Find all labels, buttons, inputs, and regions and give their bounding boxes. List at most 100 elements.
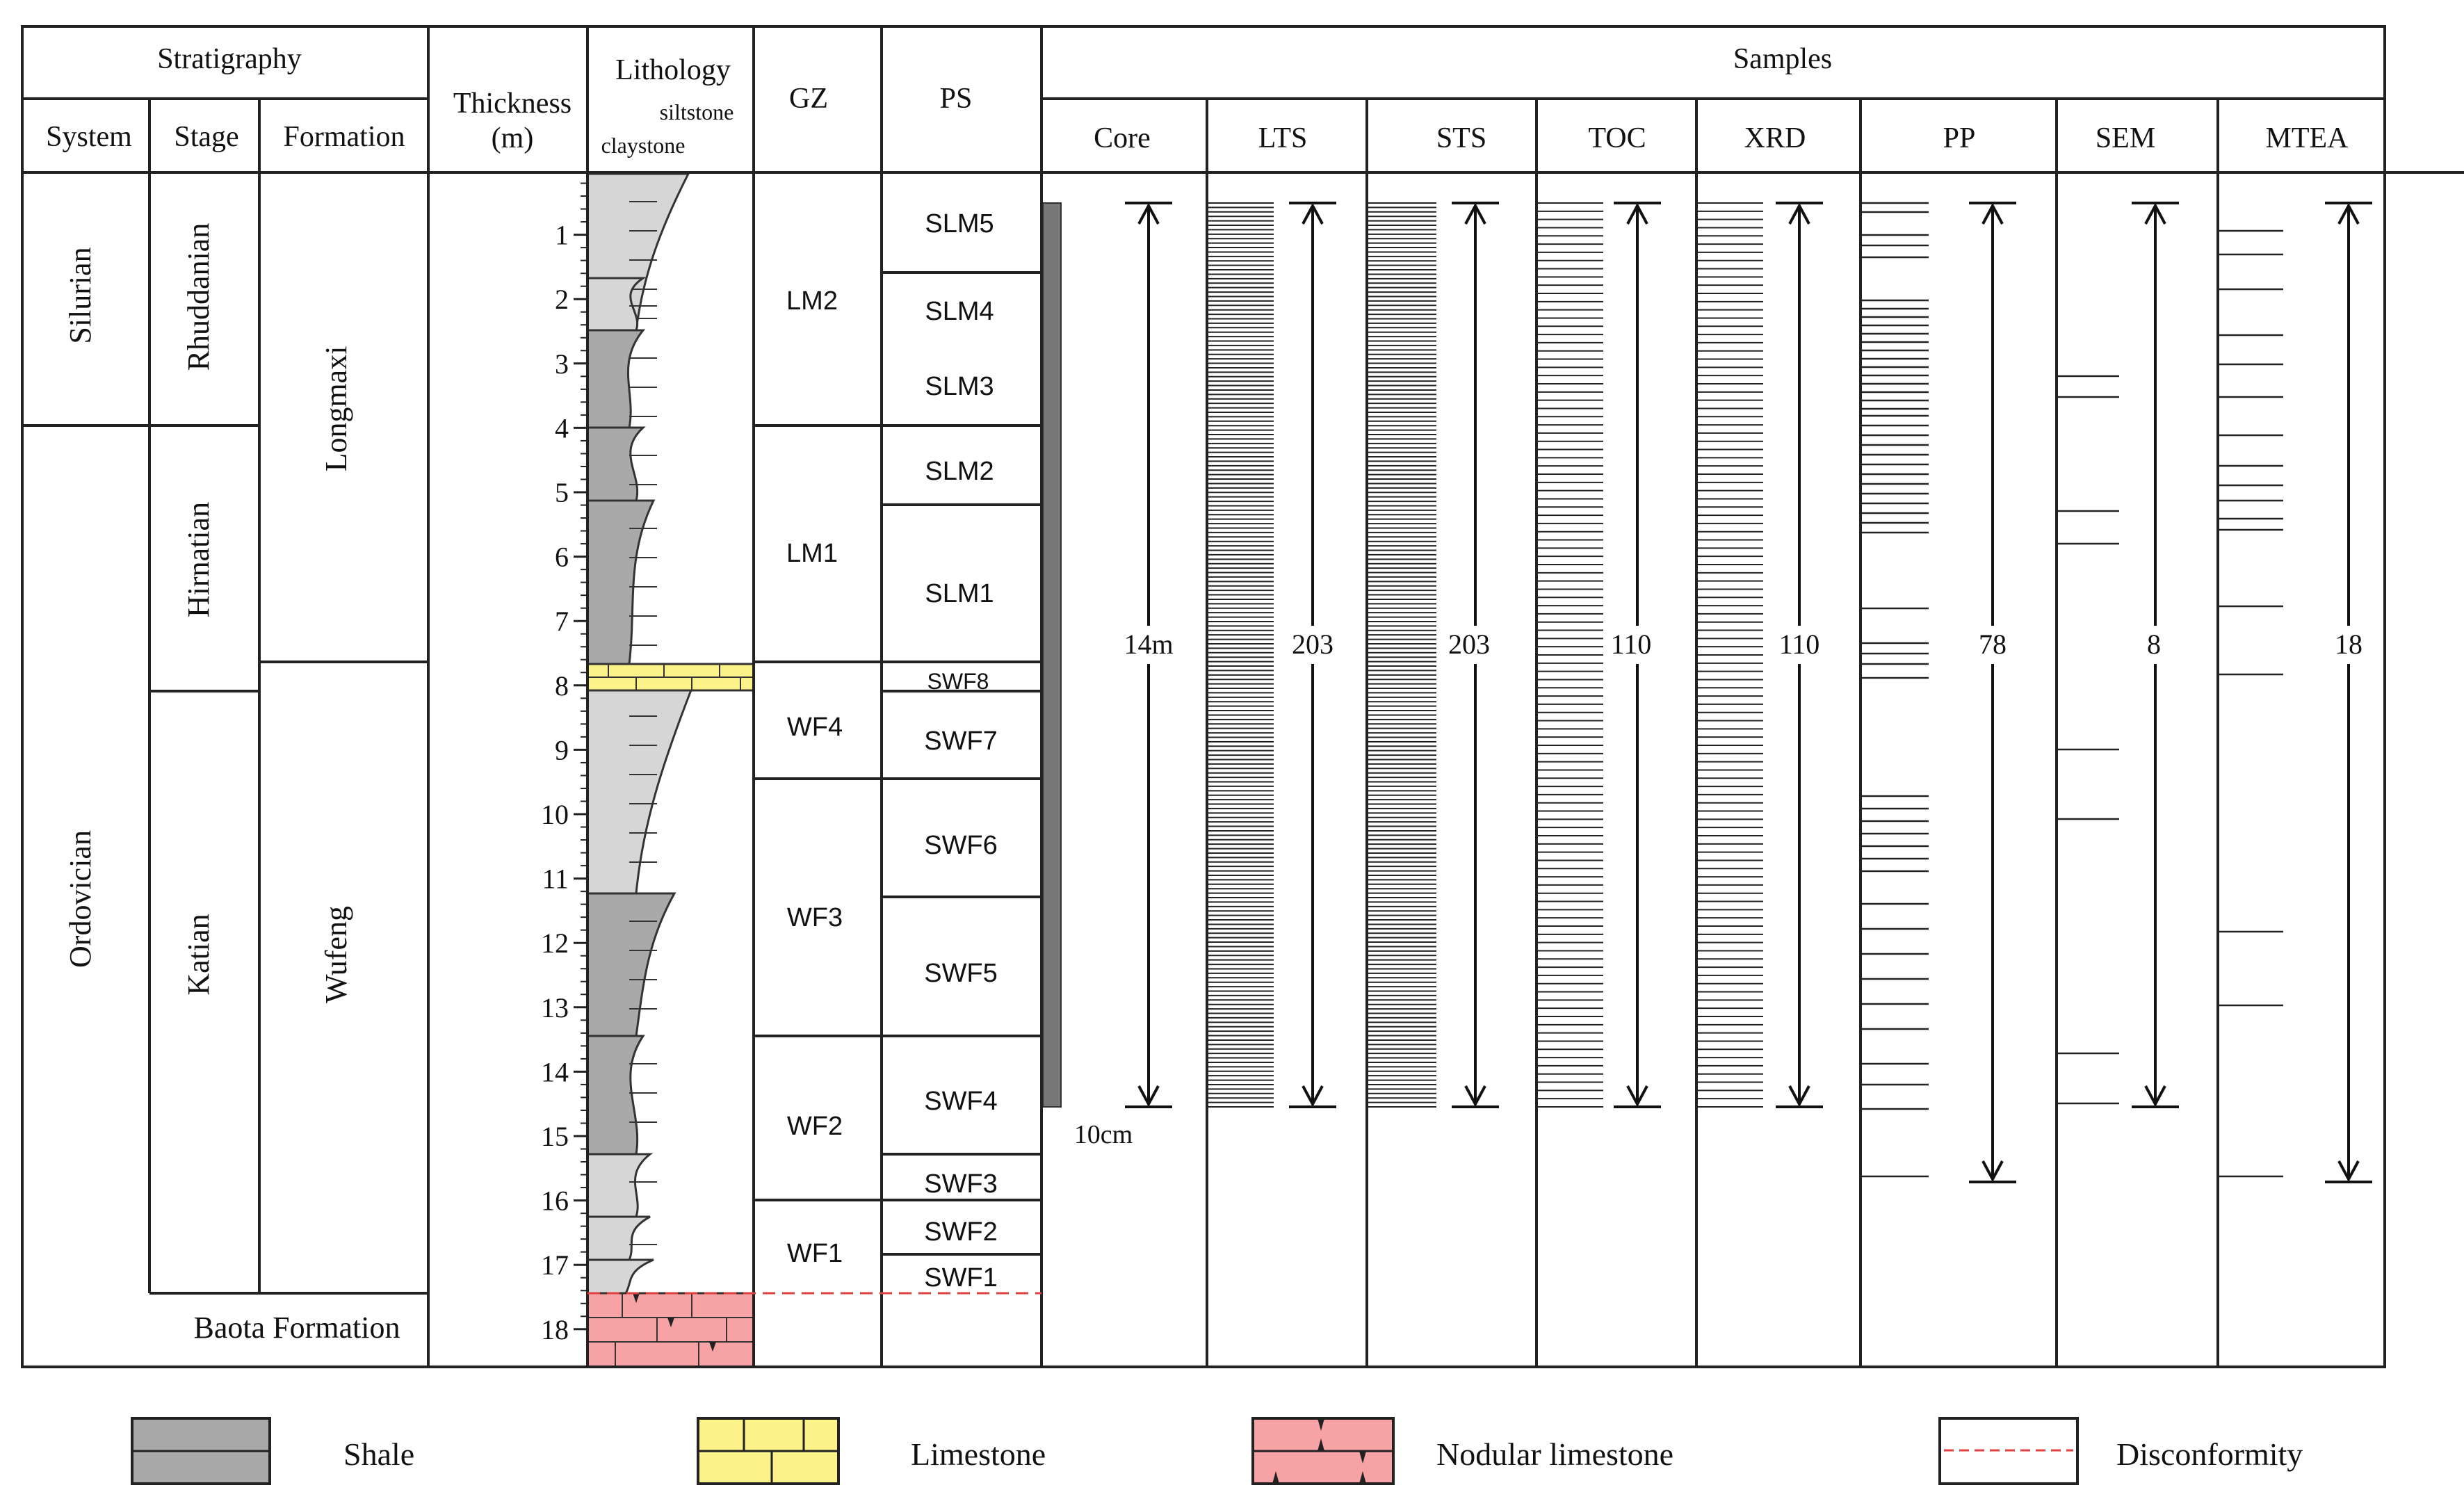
core-spacing-label: 10cm: [1074, 1120, 1133, 1149]
depth-tick-label: 4: [555, 412, 569, 444]
stage-katian: Katian: [181, 914, 216, 995]
depth-tick-label: 9: [555, 734, 569, 765]
header-stratigraphy: Stratigraphy: [157, 43, 302, 75]
shale-unit: [586, 1215, 651, 1261]
system-silurian: Silurian: [63, 247, 97, 343]
nodule-mark: [667, 1318, 674, 1327]
gz-lm1: LM1: [786, 539, 838, 568]
sample-header-lts: LTS: [1258, 122, 1308, 154]
shale-unit: [586, 329, 646, 429]
sem-arrow-head-up: [2144, 202, 2166, 225]
ps-swf7: SWF7: [924, 727, 998, 756]
depth-tick-label: 15: [541, 1121, 569, 1152]
shale-unit: [586, 892, 676, 1037]
core-arrow-head-down: [1137, 1085, 1160, 1108]
legend-shale-label: Shale: [343, 1436, 414, 1472]
core-arrow-head-up: [1137, 202, 1160, 225]
pp-arrow-head-down: [1981, 1160, 2004, 1183]
gz-wf2: WF2: [787, 1112, 843, 1141]
depth-tick-label: 10: [541, 799, 569, 830]
ps-slm2: SLM2: [925, 457, 994, 486]
mtea-count-label: 18: [2335, 629, 2362, 660]
shale-unit: [586, 687, 694, 895]
sample-header-xrd: XRD: [1744, 122, 1806, 154]
nodule-mark: [633, 1293, 640, 1303]
sts-count-label: 203: [1448, 629, 1490, 660]
lts-arrow-head-down: [1302, 1085, 1324, 1108]
formation-baota: Baota Formation: [194, 1311, 400, 1345]
nodular-limestone-unit: [586, 1292, 755, 1368]
ps-swf3: SWF3: [924, 1169, 998, 1199]
ps-swf6: SWF6: [924, 831, 998, 860]
ps-swf2: SWF2: [924, 1217, 998, 1247]
legend: Shale Limestone Nodular limestone Discon…: [131, 1417, 2303, 1485]
formation-wufeng: Wufeng: [319, 906, 353, 1003]
sem-count-label: 8: [2147, 629, 2161, 660]
stage-hirnatian: Hirnatian: [181, 502, 216, 617]
legend-nodular-limestone-label: Nodular limestone: [1436, 1436, 1673, 1472]
shale-unit: [586, 499, 656, 665]
shale-unit: [586, 426, 646, 502]
depth-tick-label: 11: [542, 864, 569, 895]
header-claystone: claystone: [601, 133, 686, 158]
legend-shale-swatch: [131, 1417, 271, 1485]
depth-tick-label: 12: [541, 927, 569, 959]
shale-unit: [586, 1153, 654, 1218]
sample-header-mtea: MTEA: [2266, 122, 2349, 154]
shale-unit: [586, 1035, 645, 1156]
toc-count-label: 110: [1611, 629, 1652, 660]
header-lithology: Lithology: [615, 54, 731, 86]
header-thickness-unit: (m): [492, 122, 534, 154]
header-gz: GZ: [789, 83, 828, 115]
toc-arrow-head-up: [1626, 202, 1648, 225]
nodule-mark: [709, 1342, 716, 1352]
gz-wf1: WF1: [787, 1239, 843, 1268]
lts-arrow-head-up: [1302, 202, 1324, 225]
legend-nodular-limestone-swatch: [1251, 1417, 1395, 1485]
depth-tick-label: 18: [541, 1314, 569, 1345]
legend-disconformity-label: Disconformity: [2116, 1436, 2303, 1472]
core-count-label: 14m: [1124, 629, 1173, 660]
system-ordovician: Ordovician: [63, 830, 97, 968]
ps-slm1: SLM1: [925, 579, 994, 608]
sample-header-core: Core: [1094, 122, 1151, 154]
sample-header-toc: TOC: [1588, 122, 1646, 154]
sample-header-pp: PP: [1943, 122, 1976, 154]
header-siltstone: siltstone: [660, 99, 734, 124]
pp-count-label: 78: [1979, 629, 2007, 660]
xrd-arrow-head-up: [1788, 202, 1810, 225]
ps-swf5: SWF5: [924, 959, 998, 988]
depth-tick-label: 7: [555, 606, 569, 637]
sample-header-sts: STS: [1436, 122, 1486, 154]
depth-tick-label: 5: [555, 477, 569, 508]
ps-slm4: SLM4: [925, 297, 994, 326]
sample-header-sem: SEM: [2096, 122, 2155, 154]
depth-tick-label: 6: [555, 542, 569, 573]
depth-tick-label: 8: [555, 670, 569, 702]
core-interval-bar: [1042, 202, 1062, 1108]
gz-wf3: WF3: [787, 903, 843, 932]
header-thickness: Thickness: [453, 88, 572, 120]
formation-longmaxi: Longmaxi: [319, 346, 353, 472]
sem-arrow-head-down: [2144, 1085, 2166, 1108]
header-ps: PS: [940, 83, 973, 115]
sample-marks: [1042, 202, 2372, 1183]
gz-wf4: WF4: [787, 713, 843, 742]
xrd-count-label: 110: [1779, 629, 1820, 660]
depth-tick-label: 13: [541, 992, 569, 1023]
gz-lm2: LM2: [786, 286, 838, 316]
mtea-arrow-head-up: [2337, 202, 2360, 225]
depth-tick-label: 17: [541, 1249, 569, 1281]
sts-arrow-head-down: [1464, 1085, 1486, 1108]
toc-arrow-head-down: [1626, 1085, 1648, 1108]
depth-tick-label: 2: [555, 284, 569, 315]
header-stage: Stage: [174, 121, 238, 153]
ps-slm5: SLM5: [925, 209, 994, 238]
mtea-arrow-head-down: [2337, 1160, 2360, 1183]
lithology-column: [586, 172, 755, 1368]
xrd-arrow-head-down: [1788, 1085, 1810, 1108]
stage-rhuddanian: Rhuddanian: [181, 223, 216, 371]
ps-slm3: SLM3: [925, 372, 994, 401]
